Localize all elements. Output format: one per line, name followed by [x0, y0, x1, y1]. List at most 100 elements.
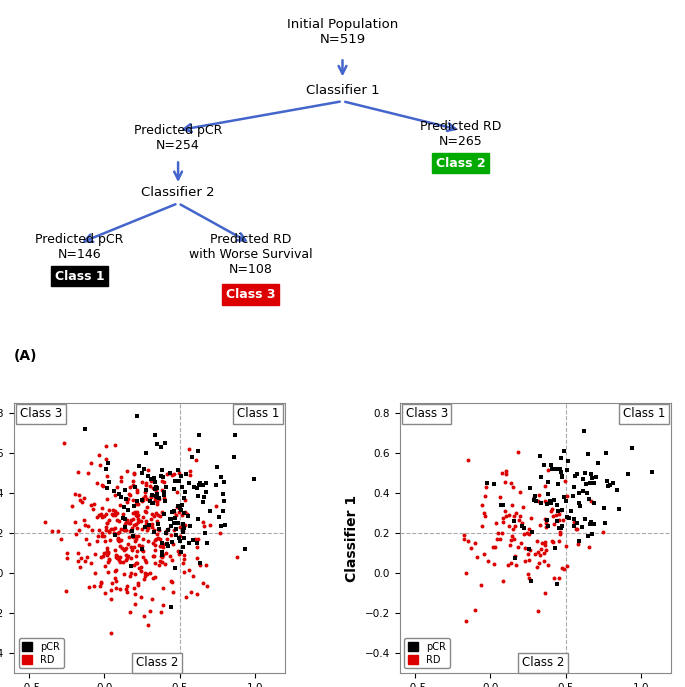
Point [137, 523, 148, 534]
Point [497, 499, 508, 510]
Point [169, 484, 179, 495]
Point [124, 489, 135, 500]
Point [143, 471, 154, 482]
Point [573, 536, 584, 547]
Point [529, 492, 540, 503]
Point [99, 588, 110, 599]
Point [150, 557, 161, 568]
Point [535, 550, 546, 561]
Point [549, 464, 560, 475]
Point [175, 536, 186, 547]
Point [127, 480, 138, 491]
Point [545, 460, 556, 471]
Point [103, 477, 114, 488]
Point [500, 469, 511, 480]
Point [101, 517, 112, 528]
Point [116, 523, 127, 534]
Point [540, 513, 551, 524]
Point [539, 496, 550, 507]
Point [198, 480, 209, 491]
Point [166, 506, 177, 517]
Point [142, 502, 153, 513]
Point [120, 513, 131, 524]
Point [89, 568, 100, 579]
Point [166, 602, 177, 613]
Point [585, 519, 596, 530]
Point [142, 464, 153, 475]
Point [184, 444, 195, 455]
Point [153, 523, 164, 534]
Point [108, 486, 119, 497]
Point [124, 607, 135, 618]
Point [150, 491, 161, 502]
Point [503, 521, 514, 532]
Point [542, 515, 553, 526]
Point [540, 521, 551, 532]
Point [109, 566, 120, 577]
Point [139, 554, 150, 565]
Point [177, 526, 188, 537]
Point [70, 517, 81, 528]
Point [555, 527, 566, 538]
Point [105, 585, 116, 596]
Point [526, 576, 537, 587]
Point [546, 535, 557, 546]
Point [115, 584, 126, 595]
Point [109, 510, 120, 521]
Point [574, 488, 585, 499]
Point [136, 543, 147, 554]
Point [561, 464, 572, 475]
Point [92, 530, 103, 541]
Point [175, 546, 186, 557]
Point [509, 515, 520, 526]
Point [114, 556, 125, 567]
Point [177, 482, 188, 493]
Point [139, 463, 150, 474]
Point [164, 467, 175, 478]
Point [178, 493, 189, 504]
Point [158, 476, 169, 487]
Point [514, 514, 525, 525]
Point [79, 514, 90, 525]
Point [89, 581, 100, 592]
Point [536, 472, 547, 483]
Point [122, 515, 133, 526]
Point [167, 577, 178, 588]
Point [122, 497, 133, 508]
Point [579, 425, 590, 436]
Point [551, 578, 562, 589]
Point [536, 543, 547, 554]
Point [147, 497, 158, 508]
Point [547, 537, 558, 548]
Point [586, 516, 597, 527]
Point [140, 506, 151, 517]
Point [557, 471, 568, 482]
Point [73, 555, 84, 566]
Point [150, 544, 161, 555]
Point [166, 555, 177, 566]
Point [549, 573, 560, 584]
Point [151, 488, 162, 499]
Point [192, 514, 203, 525]
Point [524, 545, 535, 556]
Point [127, 532, 138, 543]
Point [160, 496, 171, 507]
Point [585, 469, 596, 480]
Point [573, 498, 584, 509]
Point [562, 491, 573, 502]
Point [553, 478, 564, 489]
Point [179, 567, 190, 578]
Point [140, 518, 151, 529]
Point [82, 552, 92, 563]
Point [520, 543, 531, 554]
Point [145, 480, 156, 491]
Point [133, 517, 144, 528]
Point [103, 547, 114, 558]
Point [110, 523, 121, 534]
Point [549, 495, 560, 506]
Point [160, 528, 171, 539]
Point [194, 480, 205, 491]
Point [126, 561, 137, 572]
Point [83, 581, 94, 592]
Point [170, 476, 181, 487]
